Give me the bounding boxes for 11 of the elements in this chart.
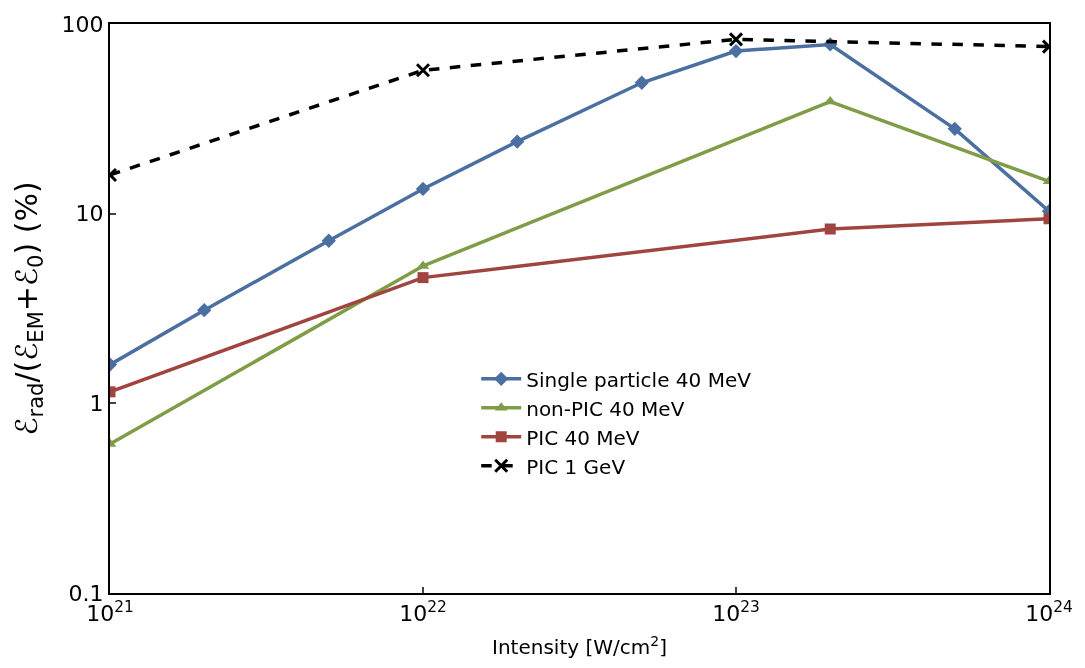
x-tick-label: 10$^{23}$: [712, 598, 760, 627]
legend-label: Single particle 40 MeV: [526, 367, 752, 392]
legend-label: non-PIC 40 MeV: [526, 396, 685, 421]
y-tick-label: 10: [75, 201, 104, 227]
y-tick-label: 100: [61, 11, 104, 37]
legend-label: PIC 40 MeV: [526, 425, 640, 450]
x-axis-title: Intensity [W/cm$^{2}$]: [492, 633, 667, 660]
x-tick-label: 10$^{24}$: [1025, 598, 1073, 627]
legend-label: PIC 1 GeV: [526, 454, 626, 479]
y-tick-label: 1: [89, 391, 104, 417]
x-tick-label: 10$^{22}$: [399, 598, 447, 627]
